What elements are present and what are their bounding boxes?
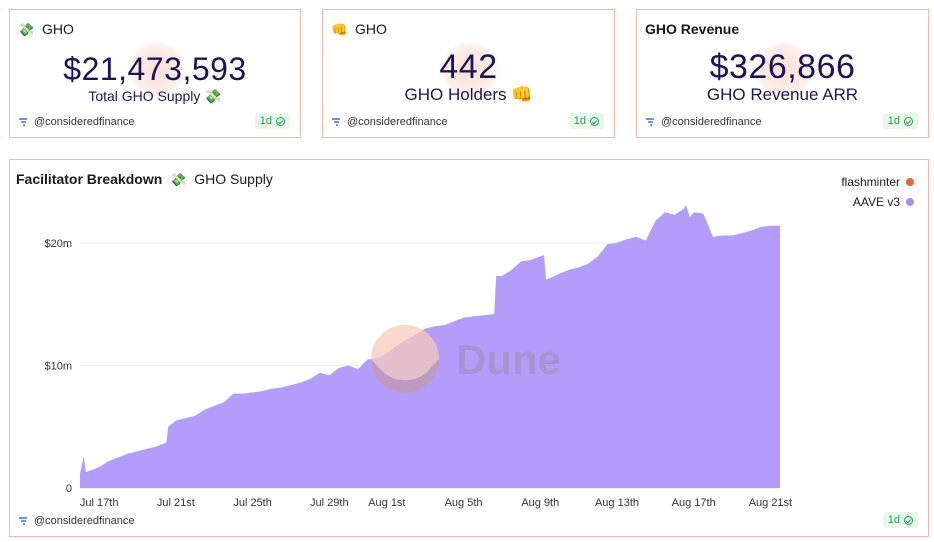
refresh-badge[interactable]: 1d: [882, 512, 918, 528]
y-tick-label: 0: [66, 483, 72, 495]
y-tick-label: $10m: [44, 360, 72, 372]
counter-label: Total GHO Supply 💸: [88, 88, 222, 104]
chart-subtitle: GHO Supply: [194, 171, 273, 187]
holders-card: 👊 GHO 442 GHO Holders 👊 @consideredfinan…: [322, 9, 615, 138]
legend-dot-icon: [906, 178, 914, 186]
money-emoji-icon: 💸: [18, 21, 35, 37]
x-tick-label: Aug 9th: [521, 497, 559, 509]
chart-legend: flashminter AAVE v3: [841, 172, 914, 212]
x-tick-label: Aug 5th: [445, 497, 483, 509]
author-name: @consideredfinance: [34, 515, 135, 527]
x-tick-label: Jul 25th: [233, 497, 272, 509]
author-name: @consideredfinance: [34, 116, 135, 128]
total-supply-card: 💸 GHO $21,473,593 Total GHO Supply 💸 @co…: [9, 9, 301, 138]
legend-item-flashminter[interactable]: flashminter: [841, 172, 914, 192]
x-tick-label: Jul 29th: [310, 497, 349, 509]
card-header: GHO Revenue: [645, 21, 739, 37]
counter-label: GHO Holders 👊: [404, 85, 533, 104]
badge-label: 1d: [887, 514, 900, 526]
legend-item-aave-v3[interactable]: AAVE v3: [841, 192, 914, 212]
legend-dot-icon: [906, 198, 914, 206]
card-header: 💸 GHO: [18, 21, 74, 37]
author-link[interactable]: @consideredfinance: [645, 116, 761, 128]
check-circle-icon: [904, 116, 913, 126]
author-name: @consideredfinance: [661, 116, 762, 128]
refresh-badge[interactable]: 1d: [568, 113, 604, 129]
card-title: GHO: [42, 21, 74, 37]
area-chart: Dune 0 $10m $20m Jul 17th Jul 21st Jul 25th Ju…: [44, 204, 792, 509]
money-emoji-icon: 💸: [170, 171, 187, 187]
dune-logo-icon: [371, 325, 439, 393]
y-tick-label: $20m: [44, 238, 72, 250]
x-tick-label: Aug 21st: [749, 497, 792, 509]
check-circle-icon: [590, 116, 599, 126]
card-title: GHO: [355, 21, 387, 37]
x-tick-label: Aug 17th: [672, 497, 716, 509]
dune-watermark-icon: [441, 41, 499, 99]
badge-label: 1d: [887, 115, 900, 127]
badge-label: 1d: [259, 115, 272, 127]
revenue-card: GHO Revenue $326,866 GHO Revenue ARR @co…: [636, 9, 929, 138]
dune-watermark-text: Dune: [456, 336, 561, 383]
legend-label: AAVE v3: [852, 195, 900, 209]
dune-watermark-icon: [755, 41, 813, 99]
card-title: GHO Revenue: [645, 21, 740, 37]
counter-value: 442: [439, 48, 498, 86]
counter-value: $326,866: [709, 48, 856, 86]
x-tick-label: Jul 17th: [80, 497, 119, 509]
x-tick-label: Jul 21st: [157, 497, 195, 509]
counter-label: GHO Revenue ARR: [706, 85, 859, 104]
x-tick-label: Aug 1st: [368, 497, 405, 509]
author-link[interactable]: @consideredfinance: [331, 116, 447, 128]
author-avatar-icon: [19, 118, 27, 126]
card-header: 👊 GHO: [331, 21, 387, 37]
author-avatar-icon: [646, 118, 654, 126]
author-name: @consideredfinance: [347, 116, 448, 128]
check-circle-icon: [276, 116, 285, 126]
check-circle-icon: [904, 515, 913, 525]
author-avatar-icon: [19, 517, 27, 525]
author-link[interactable]: @consideredfinance: [18, 515, 134, 527]
fist-emoji-icon: 👊: [331, 21, 348, 37]
refresh-badge[interactable]: 1d: [882, 113, 918, 129]
author-avatar-icon: [332, 118, 340, 126]
badge-label: 1d: [573, 115, 586, 127]
dune-logo-shadow: [371, 359, 439, 393]
chart-title: Facilitator Breakdown: [16, 171, 163, 187]
x-tick-label: Aug 13th: [595, 497, 639, 509]
chart-header: Facilitator Breakdown 💸 GHO Supply: [16, 171, 273, 187]
counter-value: $21,473,593: [63, 51, 247, 87]
refresh-badge[interactable]: 1d: [254, 113, 290, 129]
legend-label: flashminter: [841, 175, 900, 189]
facilitator-breakdown-panel: Facilitator Breakdown 💸 GHO Supply Dune …: [9, 159, 929, 537]
author-link[interactable]: @consideredfinance: [18, 116, 134, 128]
dune-watermark-icon: [128, 41, 186, 99]
